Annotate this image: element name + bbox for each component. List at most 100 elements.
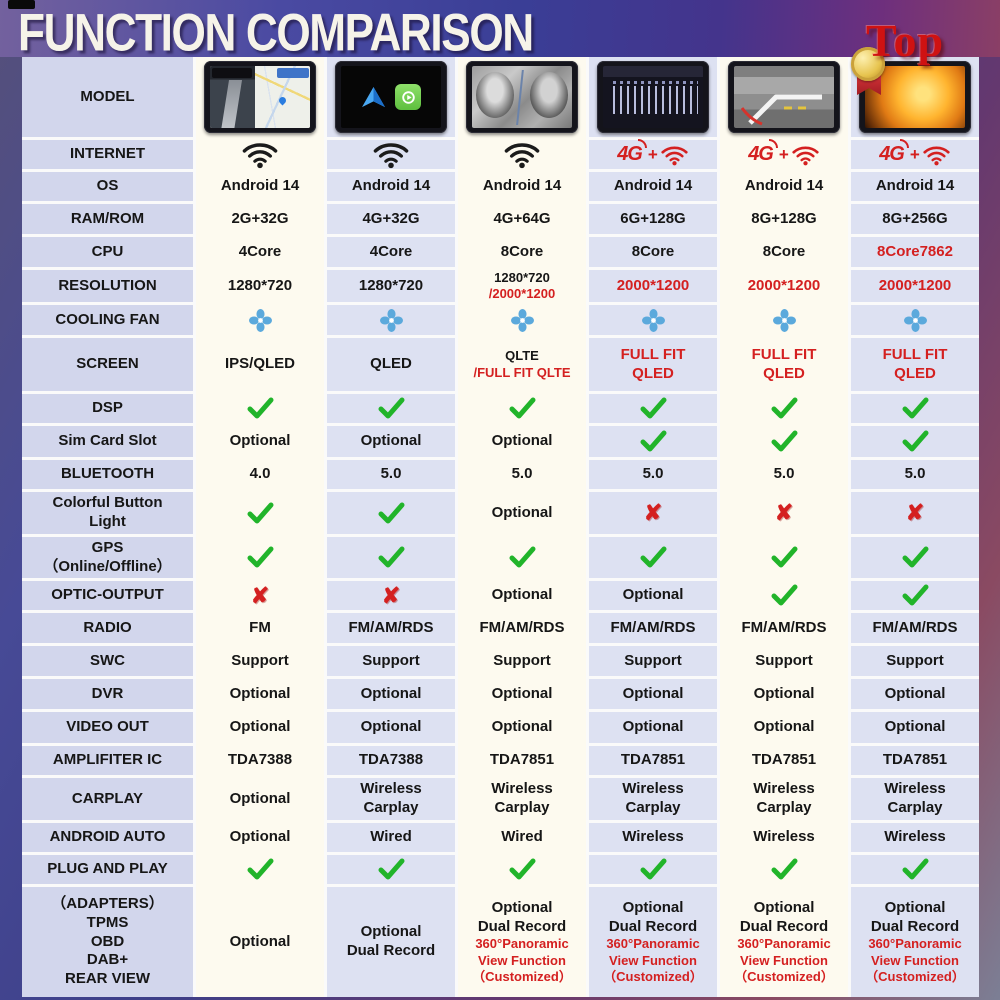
cell-colorful-button-light-col3: Optional (491, 503, 553, 521)
4g-plus-wifi-icon: 4G + (617, 139, 689, 167)
cell-amplifiter-ic-col6: TDA7851 (851, 746, 979, 775)
check-icon (509, 397, 536, 419)
row-label-swc: SWC (22, 646, 193, 676)
cell-screen-col3: QLTE/FULL FIT QLTE (473, 348, 571, 380)
cell-cpu-col5: 8Core (762, 242, 806, 260)
cell-model-col5 (720, 57, 848, 137)
cell-cpu-col4: 8Core (589, 237, 717, 267)
cell-radio-col5: FM/AM/RDS (741, 618, 827, 636)
cooling-fan-icon (510, 308, 534, 332)
check-icon (378, 502, 405, 523)
check-icon (771, 430, 798, 452)
cell-swc-col2: Support (327, 646, 455, 676)
cell-resolution-col5: 2000*1200 (747, 276, 821, 294)
cell-model-col4 (589, 57, 717, 137)
comparison-table: MODEL INTERNET OS RAM/ROM CPU RESOLUTION COOLI… (22, 47, 979, 997)
cell-amplifiter-ic-col4: TDA7851 (589, 746, 717, 775)
4g-plus-wifi-icon: 4G + (748, 139, 820, 167)
equalizer-screen (597, 61, 709, 133)
cell-adapters-col4: Optional Dual Record 360°Panoramic View Fun… (589, 887, 717, 997)
cell-resolution-col3: 1280*720/2000*1200 (488, 269, 556, 301)
cell-carplay-col2: Wireless Carplay (327, 778, 455, 820)
cell-gps-col6 (851, 537, 979, 578)
row-label-plug-and-play: PLUG AND PLAY (22, 855, 193, 884)
cell-plug-and-play-col1 (196, 855, 324, 884)
cell-plug-and-play-col5 (720, 855, 848, 884)
cell-video-out-col2: Optional (327, 712, 455, 743)
cell-swc-col6: Support (851, 646, 979, 676)
row-label-column: MODEL INTERNET OS RAM/ROM CPU RESOLUTION COOLI… (22, 57, 193, 997)
cell-video-out-col6: Optional (851, 712, 979, 743)
cell-plug-and-play-col4 (589, 855, 717, 884)
cell-dvr-col2: Optional (327, 679, 455, 709)
cell-sim-card-slot-col5 (720, 426, 848, 457)
cell-cpu-col6: 8Core7862 (851, 237, 979, 267)
cell-optic-output-col6 (851, 581, 979, 610)
cell-adapters-col2: Optional Dual Record (327, 887, 455, 997)
cell-dvr-col6: Optional (851, 679, 979, 709)
check-icon (640, 546, 667, 568)
check-icon (771, 584, 798, 606)
cross-icon: ✘ (643, 500, 663, 525)
cell-internet-col1 (196, 140, 324, 169)
cell-video-out-col3: Optional (491, 718, 553, 736)
cell-resolution-col1: 1280*720 (227, 276, 293, 294)
cell-cooling-fan-col5 (720, 305, 848, 335)
cell-colorful-button-light-col4: ✘ (589, 492, 717, 534)
cell-plug-and-play-col6 (851, 855, 979, 884)
cell-sim-card-slot-col2: Optional (327, 426, 455, 457)
4g-plus-wifi-icon: 4G + (879, 139, 951, 167)
check-icon (247, 858, 274, 880)
check-icon (247, 546, 274, 568)
android-auto-carplay-screen (335, 61, 447, 133)
cell-bluetooth-col4: 5.0 (589, 460, 717, 489)
cell-sim-card-slot-col1: Optional (229, 432, 291, 450)
cell-dvr-col4: Optional (589, 679, 717, 709)
cell-cpu-col2: 4Core (327, 237, 455, 267)
cell-ram-rom-col6: 8G+256G (851, 204, 979, 234)
check-icon (902, 430, 929, 452)
cell-os-col2: Android 14 (327, 172, 455, 201)
wifi-icon (923, 145, 950, 165)
wifi-icon (373, 143, 409, 169)
row-label-dsp: DSP (22, 394, 193, 423)
check-icon (902, 397, 929, 419)
check-icon (640, 858, 667, 880)
check-icon (640, 397, 667, 419)
cell-optic-output-col4: Optional (589, 581, 717, 610)
check-icon (902, 858, 929, 880)
product-column-1: Android 14 2G+32G 4Core 1280*720 IPS/QLED Opt… (196, 57, 324, 997)
cell-ram-rom-col2: 4G+32G (327, 204, 455, 234)
check-icon (247, 502, 274, 523)
gold-medal-icon (848, 47, 888, 105)
product-column-6: 4G + Android 14 8G+256G 8Core7862 2000*1200 FU… (851, 47, 979, 997)
cell-gps-col2 (327, 537, 455, 578)
cell-cooling-fan-col4 (589, 305, 717, 335)
row-label-adapters: （ADAPTERS） TPMS OBD DAB+ REAR VIEW (22, 887, 193, 997)
cell-sim-card-slot-col6 (851, 426, 979, 457)
reverse-camera-screen (728, 61, 840, 133)
cell-android-auto-col3: Wired (501, 828, 543, 846)
cell-internet-col3 (458, 140, 586, 169)
cell-ram-rom-col1: 2G+32G (231, 209, 289, 227)
cell-adapters-col1: Optional (229, 932, 291, 950)
cell-optic-output-col5 (720, 581, 848, 610)
cell-swc-col3: Support (493, 651, 551, 669)
cell-swc-col5: Support (755, 651, 813, 669)
cell-cooling-fan-col3 (458, 305, 586, 335)
cell-resolution-col6: 2000*1200 (851, 270, 979, 302)
cross-icon: ✘ (905, 500, 925, 525)
cell-cooling-fan-col1 (196, 305, 324, 335)
product-column-3: Android 14 4G+64G 8Core 1280*720/2000*1200 Q… (458, 57, 586, 997)
cooling-fan-icon (772, 308, 796, 332)
wifi-icon (792, 145, 819, 165)
cell-cooling-fan-col6 (851, 305, 979, 335)
cell-carplay-col5: Wireless Carplay (753, 780, 815, 816)
cell-dsp-col3 (458, 394, 586, 423)
cell-screen-col1: IPS/QLED (224, 355, 295, 373)
cell-os-col6: Android 14 (851, 172, 979, 201)
cell-screen-col4: FULL FIT QLED (589, 338, 717, 391)
row-label-carplay: CARPLAY (22, 778, 193, 820)
cell-video-out-col4: Optional (589, 712, 717, 743)
cell-amplifiter-ic-col3: TDA7851 (489, 751, 555, 769)
